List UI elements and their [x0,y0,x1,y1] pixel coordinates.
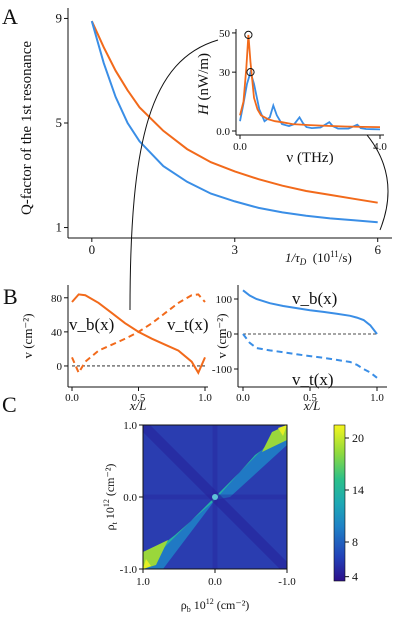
c-x-tick-label: 0.0 [208,576,222,588]
c-x-axis-label: ρb 1012 (cm⁻²) [181,597,250,614]
inset-x-tick-label: 0.0 [233,141,247,153]
heatmap-field [143,425,287,569]
inset-x-axis-label: ν (THz) [286,150,333,166]
a-series-blue [90,20,378,224]
a-x-tick-label: 6 [374,242,381,257]
a-x-axis-label: 1/τD (1011/s) [285,249,352,267]
colorbar-tick-label: 8 [352,535,358,549]
a-y-tick-label: 5 [56,115,63,130]
br-series-vb [242,289,378,335]
bl-y-tick-label: 0 [57,361,63,373]
br-x-tick-label: 0.5 [303,392,317,404]
connector-orange [129,39,219,311]
c-y-axis-label: ρt 1012 (cm⁻²) [102,464,119,531]
br-y-tick-label: 0 [227,329,233,341]
bl-x-axis-label: x/L [129,398,147,413]
a-y-tick-label: 1 [56,220,63,235]
a-x-tick-label: 0 [89,242,96,257]
bl-x-tick-label: 0.0 [65,392,79,404]
bl-y-tick-label: 40 [51,327,63,339]
bl-label-vb: v_b(x) [69,315,114,334]
br-y-tick-label: 100 [216,294,233,306]
br-y-axis-label: v (cm⁻²) [214,313,229,358]
br-label-vb: v_b(x) [292,289,337,308]
colorbar-tick-label: 4 [352,570,358,584]
chart-a-inset: 0.0 4.0 0.0 30 50 H (nW/m) ν (THz) [196,28,387,166]
colorbar-tick-label: 14 [352,483,364,497]
inset-y-axis-label: H (nW/m) [196,53,212,116]
bl-x-tick-label: 0.5 [132,392,146,404]
inset-marker-orange [244,30,253,39]
inset-y-tick-label: 30 [219,67,231,79]
c-x-tick-label: 1.0 [136,576,150,588]
inset-y-tick-label: 50 [219,28,231,40]
panel-letter-a: A [2,4,18,29]
br-x-tick-label: 1.0 [370,392,384,404]
chart-b-right: 0.0 0.5 1.0 -100 0 100 v (cm⁻²) x/L v_b(x) v_… [212,285,387,413]
a-x-tick-label: 3 [232,242,239,257]
a-series-orange [90,20,378,204]
chart-b-left: 0.0 0.5 1.0 0 40 80 v (cm⁻²) x/L v_b(x) v_t(x… [20,285,212,413]
c-x-tick-label: -1.0 [278,576,296,588]
br-label-vt: v_t(x) [292,370,334,389]
c-y-tick-label: -1.0 [120,564,138,576]
br-x-axis-label: x/L [303,398,321,413]
a-y-axis-label: Q-factor of the 1st resonance [19,41,35,215]
c-y-tick-label: 1.0 [123,420,137,432]
bl-label-vt: v_t(x) [167,315,209,334]
panel-letter-c: C [2,392,17,417]
br-x-tick-label: 0.0 [236,392,250,404]
chart-c-heatmap: 1.0 0.0 -1.01.00.0-1.0 ρb 1012 (cm⁻²) ρt 1… [102,420,364,614]
panel-letter-b: B [3,284,18,309]
bl-y-tick-label: 80 [51,293,63,305]
br-y-tick-label: -100 [212,364,233,376]
inset-series-orange [239,34,381,128]
inset-bg [236,29,384,135]
bl-series-vt [71,293,206,375]
inset-marker-blue [246,68,255,77]
c-y-tick-label: 0.0 [123,492,137,504]
bl-y-axis-label: v (cm⁻²) [20,313,35,358]
inset-x-tick-label: 4.0 [373,141,387,153]
colorbar [333,424,346,582]
inset-y-tick-label: 0.0 [216,126,230,138]
bl-x-tick-label: 1.0 [198,392,212,404]
colorbar-tick-label: 20 [352,431,364,445]
br-series-vt [242,333,378,379]
chart-a-main: 0 3 6 1 5 9 Q-factor of the 1st resonance 1/τ… [19,8,392,267]
a-y-tick-label: 9 [56,10,63,25]
